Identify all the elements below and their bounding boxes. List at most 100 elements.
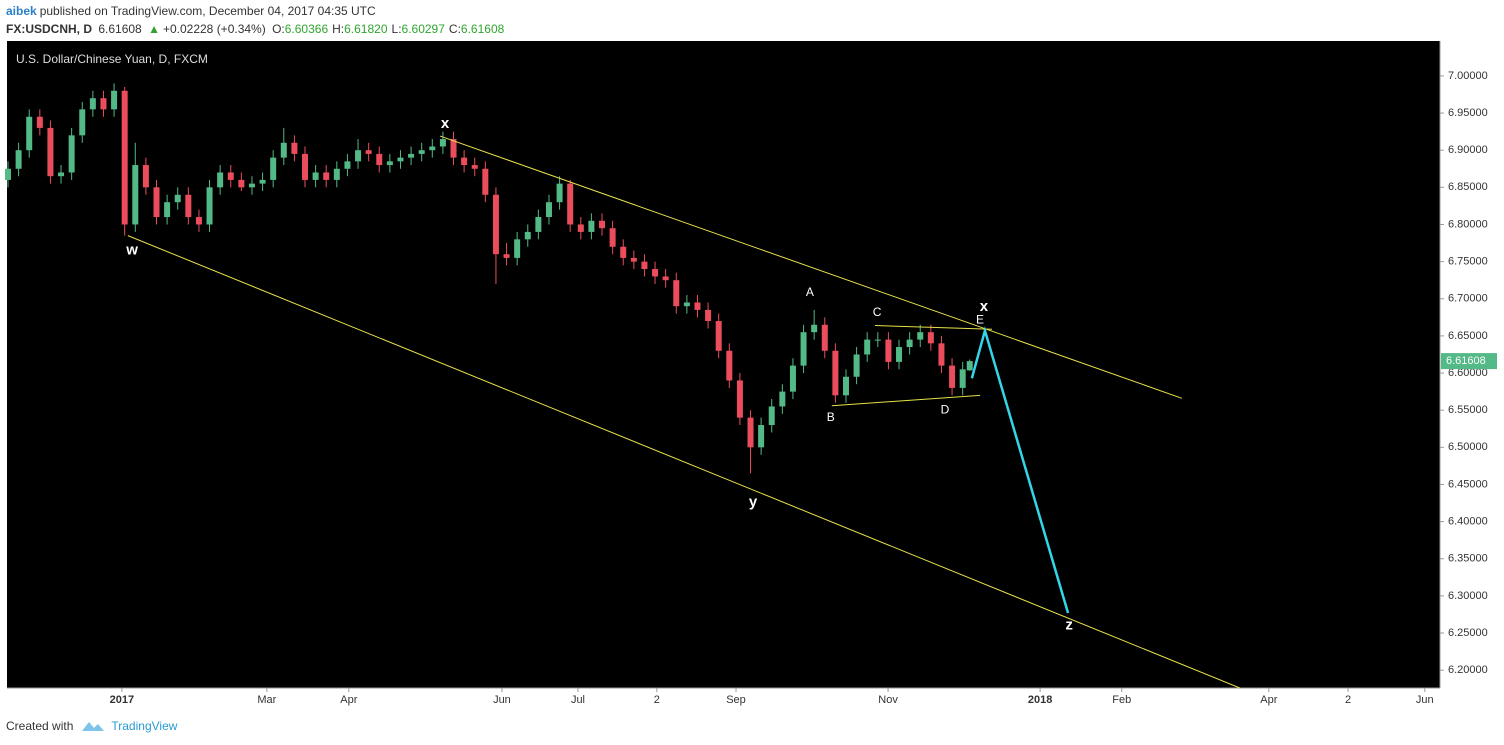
trend-line [831, 394, 981, 407]
y-tick-label: 6.45000 [1448, 478, 1488, 490]
quote-line: FX:USDCNH, D 6.61608 ▲ +0.02228 (+0.34%) … [6, 22, 511, 36]
logo [82, 722, 105, 731]
candle-body [545, 202, 552, 218]
candle-body [630, 257, 637, 262]
ohlc-value: 6.61820 [344, 22, 388, 36]
candle-body [874, 339, 881, 341]
wave-label: z [1065, 617, 1073, 634]
x-tick-label: Jul [571, 694, 585, 706]
candle-body [524, 231, 531, 240]
trend-line [439, 135, 1183, 399]
created-with: Created with [6, 719, 74, 733]
candle-body [673, 280, 680, 307]
candle-body [567, 183, 574, 225]
plot-background [7, 41, 1440, 688]
x-tick-label: 2018 [1028, 694, 1052, 706]
x-tick-label: Sep [726, 694, 746, 706]
author[interactable]: aibek [6, 4, 37, 18]
candle-body [397, 157, 404, 162]
x-tick-label: Apr [340, 694, 357, 706]
x-tick-label: Mar [257, 694, 276, 706]
x-tick-label: Jun [493, 694, 511, 706]
ohlc-label: L: [391, 22, 402, 36]
brand[interactable]: TradingView [111, 719, 178, 733]
candle-body [450, 139, 457, 158]
candle-body [132, 165, 139, 225]
candle-body [842, 376, 849, 396]
candle-body [917, 332, 924, 340]
candle-body [959, 369, 966, 388]
wave-label: A [806, 285, 814, 299]
candle-body [270, 157, 277, 180]
trend-line [970, 326, 1070, 614]
x-tick-label: Jun [1416, 694, 1434, 706]
x-tick-label: Apr [1260, 694, 1277, 706]
candle-body [599, 220, 606, 229]
x-tick-label: 2017 [110, 694, 134, 706]
y-tick-label: 6.35000 [1448, 553, 1488, 565]
wave-label: x [441, 115, 450, 132]
candle-body [758, 425, 765, 448]
candle-body [461, 157, 468, 166]
wave-label: B [827, 410, 835, 424]
y-tick-label: 6.20000 [1448, 664, 1488, 676]
ohlc-value: 6.61608 [460, 22, 505, 36]
published: published on TradingView.com, December 0… [39, 4, 376, 18]
candle-body [259, 179, 266, 184]
candle-body [418, 150, 425, 154]
candle-body [471, 165, 478, 169]
candle-body [864, 339, 871, 355]
candle-body [503, 254, 510, 258]
y-tick-label: 6.60000 [1448, 367, 1488, 379]
trend-line [874, 325, 993, 330]
candle-body [238, 179, 245, 188]
candle-body [174, 194, 181, 203]
candle-body [736, 380, 743, 418]
y-tick-label: 6.70000 [1448, 293, 1488, 305]
candle-body [89, 98, 96, 110]
ohlc-label: H: [332, 22, 345, 36]
y-tick-label: 6.50000 [1448, 441, 1488, 453]
candle-body [153, 187, 160, 218]
y-tick-label: 6.25000 [1448, 627, 1488, 639]
candle-body [641, 261, 648, 270]
wave-label: x [980, 298, 989, 315]
candle-body [705, 309, 712, 322]
ohlc-value: 6.60366 [284, 22, 329, 36]
candle-body [185, 194, 192, 218]
y-tick-label: 6.75000 [1448, 256, 1488, 268]
candle-body [482, 168, 489, 195]
candle-body [58, 172, 65, 177]
candle-body [620, 246, 627, 258]
candle-body [747, 417, 754, 448]
candle-body [36, 116, 43, 128]
y-tick-label: 6.65000 [1448, 330, 1488, 342]
wave-label: E [976, 312, 984, 326]
wave-label: C [873, 305, 882, 319]
candle-body [588, 220, 595, 232]
change: +0.02228 (+0.34%) [162, 22, 266, 36]
candle-body [355, 150, 362, 162]
candle-body [556, 183, 563, 203]
x-tick-label: 2 [1345, 694, 1351, 706]
candle-body [248, 183, 255, 188]
candle-body [100, 98, 107, 110]
candle-body [492, 194, 499, 255]
candle-body [280, 142, 287, 158]
candle-body [376, 153, 383, 166]
candle-body [333, 168, 340, 180]
candle-body [966, 361, 973, 371]
candle-body [323, 172, 330, 180]
y-tick-label: 6.95000 [1448, 107, 1488, 119]
candle-body [5, 168, 11, 180]
candle-body [47, 127, 54, 177]
chart-title: U.S. Dollar/Chinese Yuan, D, FXCM [16, 52, 208, 66]
candle-body [715, 321, 722, 351]
candle-body [365, 150, 372, 154]
last-price-badge [1441, 353, 1497, 370]
publish-line: aibek published on TradingView.com, Decem… [6, 4, 379, 18]
candle-body [800, 332, 807, 366]
candle-body [683, 302, 690, 307]
arrow: ▲ [148, 22, 160, 36]
